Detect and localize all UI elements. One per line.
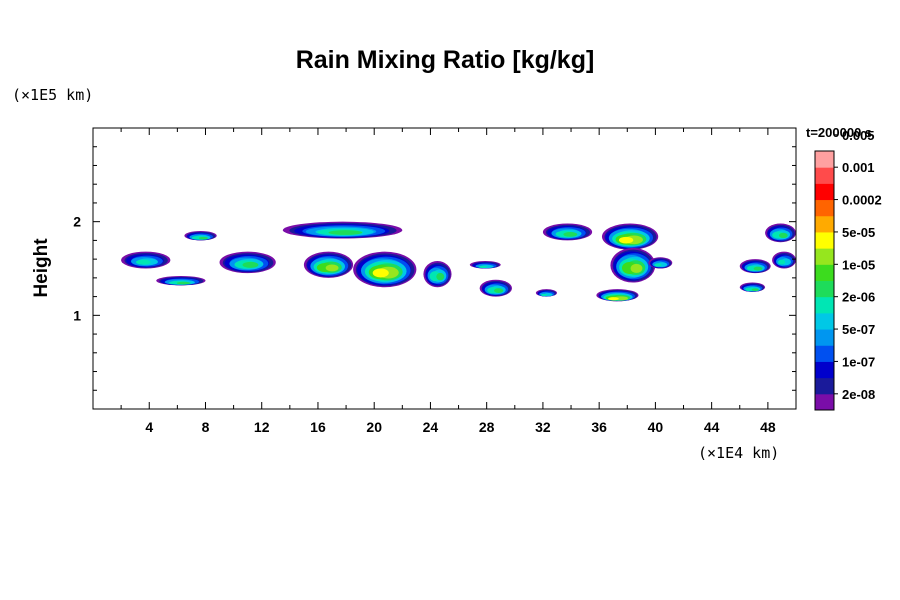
colorbar-swatch <box>815 151 834 168</box>
rain-contour <box>778 232 788 239</box>
rain-region <box>610 247 656 283</box>
time-label: t=200000 s <box>806 125 873 140</box>
rain-region <box>739 259 771 274</box>
plot-frame <box>92 127 797 410</box>
rain-region <box>184 231 217 241</box>
rain-region <box>601 223 659 250</box>
colorbar-label: 0.005 <box>842 128 875 143</box>
rain-contour <box>608 297 619 301</box>
colorbar-swatch <box>815 393 834 411</box>
rain-region <box>739 282 766 292</box>
y-tick-label: 1 <box>73 307 81 323</box>
colorbar-swatch <box>815 199 834 217</box>
colorbar-swatch <box>815 215 834 233</box>
colorbar-swatch <box>815 183 834 201</box>
rain-contour <box>328 230 363 235</box>
colorbar-swatch <box>815 377 834 395</box>
rain-region <box>282 221 403 239</box>
colorbar-frame <box>814 150 835 411</box>
rain-region <box>423 261 452 288</box>
y-tick-label: 2 <box>73 214 81 230</box>
rain-region <box>303 251 354 278</box>
colorbar-label: 0.001 <box>842 160 875 175</box>
colorbar-swatch <box>815 361 834 379</box>
x-tick-label: 4 <box>145 419 153 435</box>
rain-region <box>535 289 557 297</box>
x-tick-label: 36 <box>591 419 607 435</box>
rain-contour <box>478 265 488 268</box>
rain-contour <box>325 264 339 272</box>
x-tick-label: 8 <box>202 419 210 435</box>
rain-contour <box>778 259 786 265</box>
colorbar-swatch <box>815 345 834 362</box>
x-tick-label: 32 <box>535 419 551 435</box>
colorbar-swatch <box>815 264 834 281</box>
rain-contour <box>618 236 634 244</box>
y-unit-label: (×1E5 km) <box>12 86 94 104</box>
rain-region <box>479 279 512 297</box>
chart-title: Rain Mixing Ratio [kg/kg] <box>295 46 595 74</box>
colorbar-label: 5e-07 <box>842 322 875 337</box>
rain-contour <box>176 281 191 285</box>
colorbar-swatch <box>815 329 834 346</box>
rain-contour <box>751 288 759 292</box>
rain-contour <box>494 288 504 294</box>
rain-field-layer <box>121 221 796 302</box>
colorbar-swatch <box>815 296 834 314</box>
rain-contour <box>136 259 151 265</box>
colorbar-label: 1e-05 <box>842 257 875 272</box>
x-tick-label: 28 <box>479 419 495 435</box>
colorbar: 2e-08 1e-07 5e-07 2e-06 1e-05 5e-05 0.0002 0.00… <box>814 128 882 411</box>
colorbar-label: 2e-08 <box>842 387 875 402</box>
x-tick-label: 44 <box>704 419 720 435</box>
rain-region <box>121 251 171 269</box>
rain-contour <box>753 266 763 271</box>
colorbar-label: 1e-07 <box>842 354 875 369</box>
colorbar-swatch <box>815 312 834 330</box>
rain-contour <box>654 263 662 267</box>
colorbar-swatch <box>815 280 834 298</box>
rain-region <box>765 223 796 243</box>
x-tick-label: 40 <box>648 419 664 435</box>
x-tick-label: 48 <box>760 419 776 435</box>
colorbar-label: 5e-05 <box>842 225 875 240</box>
rain-contour <box>630 263 643 273</box>
colorbar-label: 2e-06 <box>842 290 875 305</box>
rain-region <box>772 251 796 269</box>
rain-region <box>596 289 639 302</box>
rain-contour <box>436 272 445 281</box>
rain-contour <box>372 268 389 278</box>
rain-contour <box>198 236 208 240</box>
x-tick-label: 12 <box>254 419 270 435</box>
rain-contour <box>242 261 259 268</box>
rain-region <box>156 275 206 286</box>
x-unit-label: (×1E4 km) <box>698 444 780 462</box>
colorbar-swatch <box>815 231 834 249</box>
x-tick-label: 20 <box>366 419 382 435</box>
x-tick-label: 16 <box>310 419 326 435</box>
rain-contour <box>563 232 578 237</box>
rain-region <box>542 223 593 241</box>
colorbar-label: 0.0002 <box>842 193 882 208</box>
rain-region <box>648 257 673 269</box>
rain-contour <box>540 293 548 297</box>
rain-region <box>353 251 417 288</box>
rain-region <box>219 251 276 274</box>
rain-region <box>469 261 501 269</box>
colorbar-swatch <box>815 248 834 265</box>
colorbar-swatch <box>815 167 834 184</box>
x-tick-label: 24 <box>423 419 439 435</box>
